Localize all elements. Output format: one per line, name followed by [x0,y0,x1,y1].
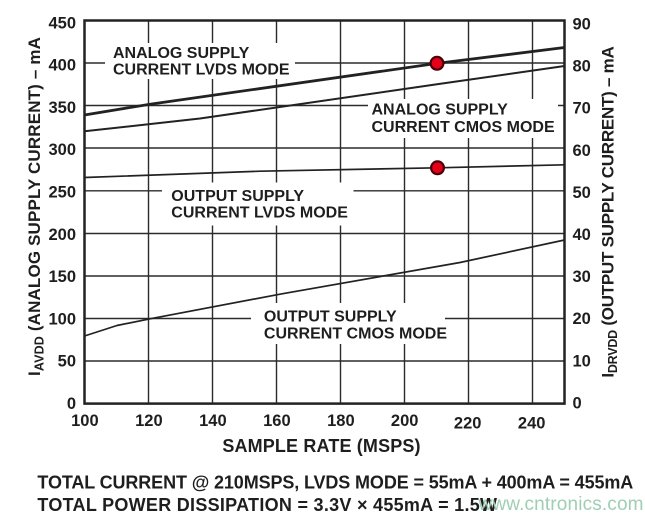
svg-text:0: 0 [573,394,582,412]
svg-text:80: 80 [573,58,591,76]
svg-text:180: 180 [327,412,355,430]
svg-text:120: 120 [135,412,163,430]
svg-text:ANALOG SUPPLY: ANALOG SUPPLY [372,102,509,119]
svg-text:200: 200 [391,412,419,430]
svg-text:240: 240 [518,415,546,433]
svg-text:CURRENT CMOS MODE: CURRENT CMOS MODE [372,119,555,136]
svg-text:www.cntronics.com: www.cntronics.com [478,494,644,515]
svg-text:OUTPUT SUPPLY: OUTPUT SUPPLY [171,188,304,205]
svg-text:140: 140 [199,412,227,430]
svg-text:CURRENT LVDS MODE: CURRENT LVDS MODE [113,62,290,79]
svg-text:100: 100 [48,310,76,328]
svg-text:220: 220 [454,415,482,433]
svg-text:SAMPLE RATE (MSPS): SAMPLE RATE (MSPS) [222,436,420,456]
svg-text:90: 90 [573,16,591,34]
svg-text:IDRVDD (OUTPUT SUPPLY CURRENT): IDRVDD (OUTPUT SUPPLY CURRENT) – mA [599,46,621,377]
svg-text:100: 100 [71,412,99,430]
svg-text:450: 450 [48,14,76,32]
svg-text:TOTAL CURRENT @ 210MSPS, LVDS: TOTAL CURRENT @ 210MSPS, LVDS MODE = 55m… [37,473,633,493]
svg-text:10: 10 [573,352,591,370]
svg-text:250: 250 [48,184,76,202]
svg-text:160: 160 [263,412,291,430]
svg-text:50: 50 [573,184,591,202]
svg-text:50: 50 [58,353,76,371]
svg-text:400: 400 [48,57,76,75]
svg-text:200: 200 [48,226,76,244]
svg-text:TOTAL POWER DISSIPATION = 3.3V: TOTAL POWER DISSIPATION = 3.3V × 455mA =… [37,495,497,515]
svg-text:300: 300 [48,141,76,159]
svg-text:0: 0 [67,395,76,413]
svg-text:40: 40 [573,226,591,244]
svg-text:CURRENT LVDS MODE: CURRENT LVDS MODE [171,204,348,221]
svg-text:60: 60 [573,142,591,160]
svg-text:20: 20 [573,310,591,328]
svg-text:70: 70 [573,100,591,118]
svg-text:30: 30 [573,268,591,286]
svg-text:IAVDD (ANALOG SUPPLY CURRENT): IAVDD (ANALOG SUPPLY CURRENT) – mA [25,37,47,376]
svg-text:350: 350 [48,99,76,117]
svg-text:OUTPUT SUPPLY: OUTPUT SUPPLY [264,308,397,325]
svg-text:CURRENT CMOS MODE: CURRENT CMOS MODE [264,326,447,343]
svg-text:150: 150 [48,268,76,286]
svg-text:ANALOG SUPPLY: ANALOG SUPPLY [113,45,250,62]
